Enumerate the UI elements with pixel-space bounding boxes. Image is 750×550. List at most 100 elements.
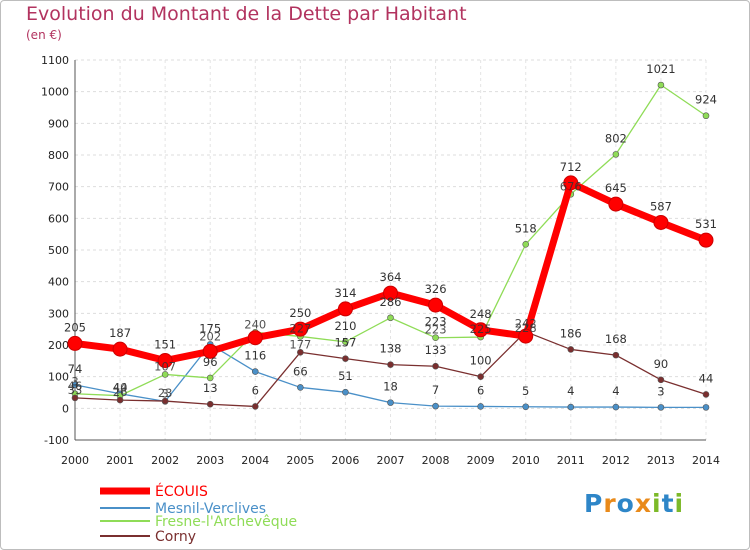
legend-label-2: Fresne-l'Archevêque: [155, 514, 297, 530]
y-tick-label-5: 400: [48, 276, 69, 289]
data-label-1-9: 6: [477, 383, 484, 397]
series-1-point-0: [71, 381, 79, 389]
data-label-extra-13: 225: [470, 322, 492, 336]
y-tick-label-2: 100: [48, 371, 69, 384]
series-0-point-11: [563, 175, 579, 191]
x-tick-label-7: 2007: [377, 454, 405, 467]
series-0-point-13: [653, 214, 669, 230]
series-2-point-8: [432, 334, 439, 342]
data-label-3-6: 157: [334, 336, 356, 350]
data-label-3-12: 168: [605, 332, 627, 346]
series-3-point-11: [567, 346, 575, 353]
series-0-point-6: [337, 301, 353, 317]
x-tick-label-5: 2005: [286, 454, 314, 467]
data-label-0-14: 531: [695, 217, 717, 231]
data-label-1-10: 5: [522, 384, 529, 398]
series-0-point-1: [112, 341, 128, 357]
series-2-point-6: [342, 338, 349, 346]
x-tick-label-12: 2012: [602, 454, 630, 467]
x-tick-label-14: 2014: [692, 454, 720, 467]
data-label-1-6: 51: [338, 369, 353, 383]
legend-label-0: ÉCOUIS: [155, 483, 208, 500]
data-label-extra-8: 202: [199, 329, 221, 343]
x-tick-label-10: 2010: [512, 454, 540, 467]
series-1-point-14: [702, 404, 710, 411]
series-1-point-9: [477, 403, 484, 410]
data-label-extra-11: 227: [289, 321, 311, 335]
logo-letter-6: i: [674, 489, 685, 518]
series-2-point-3: [206, 374, 214, 382]
series-3-point-14: [702, 391, 710, 398]
data-label-0-13: 587: [650, 199, 672, 213]
data-label-extra-14: 228: [515, 321, 537, 335]
data-label-2-13: 1021: [646, 62, 675, 76]
series-2-point-7: [387, 314, 394, 322]
data-label-0-11: 712: [560, 160, 582, 174]
data-label-extra-9: 223: [425, 323, 447, 337]
x-tick-label-9: 2009: [467, 454, 495, 467]
data-label-2-6: 210: [334, 319, 356, 333]
series-0-point-2: [157, 353, 173, 369]
series-3-point-4: [251, 403, 259, 410]
data-label-1-7: 18: [383, 380, 398, 394]
x-tick-label-6: 2006: [331, 454, 359, 467]
y-tick-label-9: 800: [48, 149, 69, 162]
series-3-point-8: [432, 362, 439, 370]
data-label-extra-10: 240: [244, 317, 266, 331]
logo-letter-4: i: [652, 489, 662, 518]
data-label-1-5: 66: [293, 364, 308, 378]
x-tick-label-0: 2000: [61, 454, 89, 467]
y-tick-label-3: 200: [48, 339, 69, 352]
data-label-0-0: 205: [64, 320, 86, 334]
series-0-point-9: [473, 322, 489, 338]
y-tick-label-12: 1100: [41, 54, 69, 67]
y-tick-label-0: -100: [44, 434, 69, 447]
x-tick-label-13: 2013: [647, 454, 675, 467]
series-2-point-12: [612, 151, 620, 158]
y-tick-label-10: 900: [48, 117, 69, 130]
series-1-point-5: [297, 384, 304, 391]
plot-area: [75, 60, 706, 440]
series-1-point-4: [251, 368, 259, 375]
data-label-1-3: 175: [199, 321, 221, 335]
series-1-point-13: [657, 404, 665, 411]
series-2-point-13: [657, 81, 665, 89]
data-label-1-0: 74: [68, 362, 83, 376]
x-tick-label-1: 2001: [106, 454, 134, 467]
data-label-0-7: 364: [380, 270, 402, 284]
data-label-extra-16: 676: [560, 179, 582, 193]
data-label-3-3: 13: [203, 381, 218, 395]
data-label-3-11: 186: [560, 326, 582, 340]
y-tick-label-11: 1000: [41, 86, 69, 99]
data-label-extra-4: 46: [68, 379, 83, 393]
data-label-1-4: 116: [244, 349, 266, 363]
data-label-0-2: 151: [154, 338, 176, 352]
chart-title: Evolution du Montant de la Dette par Hab…: [26, 3, 467, 25]
series-1-point-7: [387, 399, 394, 406]
data-label-0-9: 248: [470, 307, 492, 321]
series-3-point-7: [387, 361, 394, 368]
data-label-extra-12: 177: [289, 337, 311, 351]
series-1-point-10: [522, 403, 530, 411]
series-3-point-3: [206, 400, 214, 408]
data-label-extra-3: 33: [68, 383, 83, 397]
data-label-extra-1: 44: [113, 381, 128, 395]
series-2-point-14: [702, 112, 710, 120]
data-label-1-8: 7: [432, 383, 439, 397]
x-tick-label-4: 2004: [241, 454, 269, 467]
series-2-point-2: [161, 371, 169, 378]
x-tick-label-8: 2008: [422, 454, 450, 467]
data-label-3-8: 133: [425, 343, 447, 357]
data-label-0-5: 250: [289, 306, 311, 320]
series-0-point-0: [67, 335, 83, 351]
logo-letter-3: x: [634, 489, 652, 518]
data-label-extra-15: 242: [515, 317, 537, 331]
data-label-extra-7: 23: [158, 386, 173, 400]
series-1-point-11: [567, 403, 575, 411]
y-tick-label-7: 600: [48, 212, 69, 225]
data-label-1-13: 3: [657, 384, 664, 398]
series-3-point-1: [116, 396, 124, 404]
data-label-2-14: 924: [695, 93, 717, 107]
data-label-3-7: 138: [380, 342, 402, 356]
